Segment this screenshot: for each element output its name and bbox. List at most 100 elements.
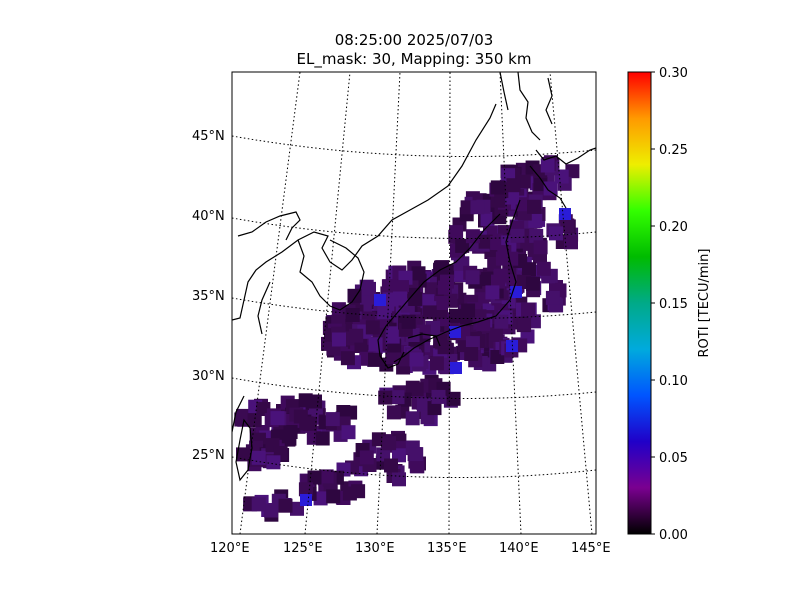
roti-cell xyxy=(264,503,278,518)
colorbar-ticks xyxy=(651,71,655,535)
roti-cell xyxy=(278,498,293,513)
roti-cell xyxy=(517,317,532,332)
roti-cell xyxy=(529,228,544,243)
roti-cell xyxy=(476,317,491,332)
roti-cell xyxy=(504,251,519,266)
roti-cell xyxy=(461,303,476,318)
roti-cell xyxy=(340,351,355,366)
roti-cell xyxy=(427,401,442,416)
roti-cell xyxy=(247,413,262,428)
roti-cell xyxy=(485,285,500,300)
roti-cell xyxy=(266,455,281,470)
lon-label-135: 135°E xyxy=(427,541,467,556)
roti-cell xyxy=(409,382,424,397)
roti-cell xyxy=(319,469,334,484)
roti-cell xyxy=(411,266,426,281)
roti-cell xyxy=(376,447,391,462)
roti-cell xyxy=(368,352,382,367)
colorbar-tick-5: 0.25 xyxy=(659,143,688,158)
roti-cell xyxy=(545,290,560,305)
roti-cell xyxy=(540,158,555,173)
lon-label-130: 130°E xyxy=(355,541,395,556)
roti-cell xyxy=(392,472,406,487)
lat-label-45: 45°N xyxy=(192,129,225,144)
roti-cell xyxy=(465,336,480,351)
roti-cell xyxy=(386,405,401,420)
roti-cell xyxy=(440,274,454,289)
roti-cell xyxy=(251,497,266,512)
roti-cell xyxy=(283,425,298,439)
roti-cell xyxy=(525,276,540,291)
roti-cell xyxy=(465,229,480,244)
roti-cell xyxy=(448,308,463,323)
lon-label-125: 125°E xyxy=(283,541,323,556)
roti-cell xyxy=(359,450,374,465)
roti-cell xyxy=(341,425,356,440)
roti-cell xyxy=(424,282,439,297)
roti-cell xyxy=(490,180,505,195)
roti-cell xyxy=(382,436,397,451)
roti-cell xyxy=(308,394,322,409)
roti-cell xyxy=(455,238,470,253)
colorbar-label: ROTI [TECU/min] xyxy=(697,249,712,358)
roti-cell xyxy=(384,458,398,473)
roti-cell xyxy=(431,389,446,404)
colorbar-tick-3: 0.15 xyxy=(659,297,688,312)
roti-cell-high xyxy=(559,208,571,220)
roti-cell xyxy=(236,447,250,462)
roti-cell xyxy=(565,164,580,179)
roti-cell xyxy=(378,390,393,405)
roti-cell xyxy=(377,305,392,320)
roti-cell xyxy=(521,302,535,317)
roti-cell xyxy=(405,411,420,426)
roti-cell xyxy=(395,280,409,295)
roti-cell xyxy=(349,328,364,343)
lon-label-120: 120°E xyxy=(210,541,250,556)
roti-cell xyxy=(270,411,285,426)
roti-cell xyxy=(452,267,467,282)
roti-cell xyxy=(465,270,480,285)
lon-label-140: 140°E xyxy=(499,541,539,556)
roti-cell xyxy=(362,281,376,296)
colorbar-tick-1: 0.05 xyxy=(659,451,688,466)
roti-cell xyxy=(510,228,525,243)
roti-cell xyxy=(293,409,308,424)
roti-cell xyxy=(434,296,449,310)
roti-cell xyxy=(449,225,464,240)
roti-cell xyxy=(409,352,424,367)
roti-cell xyxy=(401,314,416,329)
roti-cell xyxy=(506,178,521,193)
roti-cell xyxy=(416,397,431,412)
roti-cell xyxy=(564,235,578,250)
roti-cell xyxy=(422,305,437,320)
map-title-time: 08:25:00 2025/07/03 xyxy=(334,31,494,49)
roti-cell xyxy=(393,291,407,306)
roti-cell-high xyxy=(510,286,522,298)
roti-cell xyxy=(494,314,509,329)
map-title-settings: EL_mask: 30, Mapping: 350 km xyxy=(296,50,532,68)
lat-label-35: 35°N xyxy=(192,289,225,304)
roti-cell-high xyxy=(450,362,462,374)
colorbar-tick-6: 0.30 xyxy=(659,66,688,81)
roti-cell-high xyxy=(374,294,386,306)
roti-cell xyxy=(408,292,423,306)
roti-cell xyxy=(342,486,357,501)
roti-cell xyxy=(527,199,541,214)
roti-cell xyxy=(332,332,346,347)
roti-cell xyxy=(315,431,330,446)
lat-label-30: 30°N xyxy=(192,369,225,384)
roti-data-cells xyxy=(234,155,580,522)
roti-cell xyxy=(470,200,485,215)
roti-cell xyxy=(396,352,411,367)
roti-cell xyxy=(385,329,400,344)
roti-cell-high xyxy=(300,494,312,506)
roti-cell xyxy=(365,320,380,335)
roti-cell xyxy=(325,412,340,427)
colorbar-tick-4: 0.20 xyxy=(659,220,688,235)
roti-cell xyxy=(345,308,360,322)
roti-cell xyxy=(493,268,508,283)
roti-cell xyxy=(234,412,249,427)
colorbar-tick-2: 0.10 xyxy=(659,374,688,389)
lat-label-40: 40°N xyxy=(192,209,225,224)
